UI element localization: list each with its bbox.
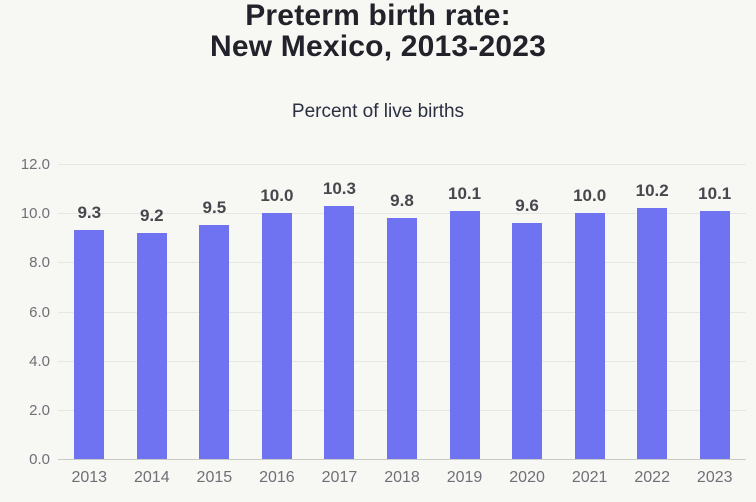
x-axis-tick-label: 2016 (259, 469, 295, 486)
gridline-y10 (58, 213, 746, 215)
bar-2016 (261, 213, 292, 459)
bar-value-label: 10.1 (447, 183, 482, 203)
bar-value-label: 10.3 (322, 178, 356, 198)
bar-group-2020: 9.6 2020 (496, 164, 559, 486)
y-axis-tick-label: 4.0 (29, 352, 50, 370)
chart-title: Preterm birth rate: New Mexico, 2013-202… (0, 0, 756, 62)
x-axis-tick-label: 2018 (384, 469, 420, 486)
bar-group-2015: 9.5 2015 (183, 164, 246, 486)
x-axis-tick-label: 2019 (446, 469, 483, 486)
gridline-y12 (58, 164, 746, 165)
bar-2014 (136, 232, 167, 459)
bar-group-2022: 10.2 2022 (621, 164, 684, 486)
x-axis-tick-label: 2020 (509, 469, 545, 486)
x-axis-tick-label: 2013 (71, 469, 108, 486)
x-axis-tick-label: 2021 (571, 469, 608, 486)
bar-2019 (449, 210, 480, 459)
y-axis-tick-label: 12.0 (20, 156, 50, 173)
bar-2023 (699, 210, 730, 459)
x-axis-tick-label: 2017 (321, 469, 358, 486)
bar-value-label: 9.3 (77, 203, 102, 223)
bar-group-2016: 10.0 2016 (246, 164, 309, 486)
bar-2020 (512, 223, 543, 459)
chart-subtitle: Percent of live births (291, 101, 465, 122)
bar-2017 (324, 205, 355, 459)
bar-group-2018: 9.8 2018 (371, 164, 434, 486)
bar-value-label: 10.1 (698, 183, 732, 203)
bar-group-2014: 9.2 2014 (121, 164, 184, 486)
bar-group-2013: 9.3 2013 (58, 164, 121, 486)
bar-value-label: 9.6 (515, 196, 539, 215)
bar-group-2021: 10.0 2021 (558, 164, 621, 486)
bar-group-2023: 10.1 2023 (683, 164, 746, 486)
chart-title-line1: Preterm birth rate: (245, 0, 511, 32)
y-axis-tick-label: 10.0 (20, 205, 50, 223)
bar-value-label: 10.2 (635, 181, 669, 201)
bar-value-label: 9.2 (139, 205, 164, 225)
gridline-y0 (58, 459, 746, 460)
x-axis-tick-label: 2022 (634, 469, 670, 486)
bar-value-label: 9.8 (390, 191, 414, 211)
bar-2015 (199, 225, 230, 459)
chart-title-line2: New Mexico, 2013-2023 (209, 30, 547, 63)
y-axis-tick-label: 6.0 (29, 303, 50, 321)
bar-2021 (574, 213, 605, 459)
bar-2018 (386, 218, 417, 459)
y-axis-tick-label: 2.0 (29, 401, 50, 419)
x-axis-tick-label: 2023 (696, 469, 733, 486)
y-axis-tick-label: 8.0 (29, 254, 50, 272)
bar-value-label: 9.5 (202, 198, 227, 218)
bar-value-label: 10.0 (573, 186, 607, 206)
x-axis-tick-label: 2014 (134, 469, 170, 486)
bar-2013 (74, 230, 105, 459)
plot-area: 0.0 2.0 4.0 6.0 8.0 10.0 12.0 9.3 2013 9.2 2014 9.5… (21, 157, 746, 486)
bar-value-label: 10.0 (260, 186, 294, 206)
y-axis-tick-label: 0.0 (29, 451, 50, 468)
bar-2022 (637, 208, 668, 459)
x-axis-tick-label: 2015 (196, 469, 233, 486)
bar-group-2019: 10.1 2019 (433, 164, 496, 486)
bar-group-2017: 10.3 2017 (308, 164, 371, 486)
